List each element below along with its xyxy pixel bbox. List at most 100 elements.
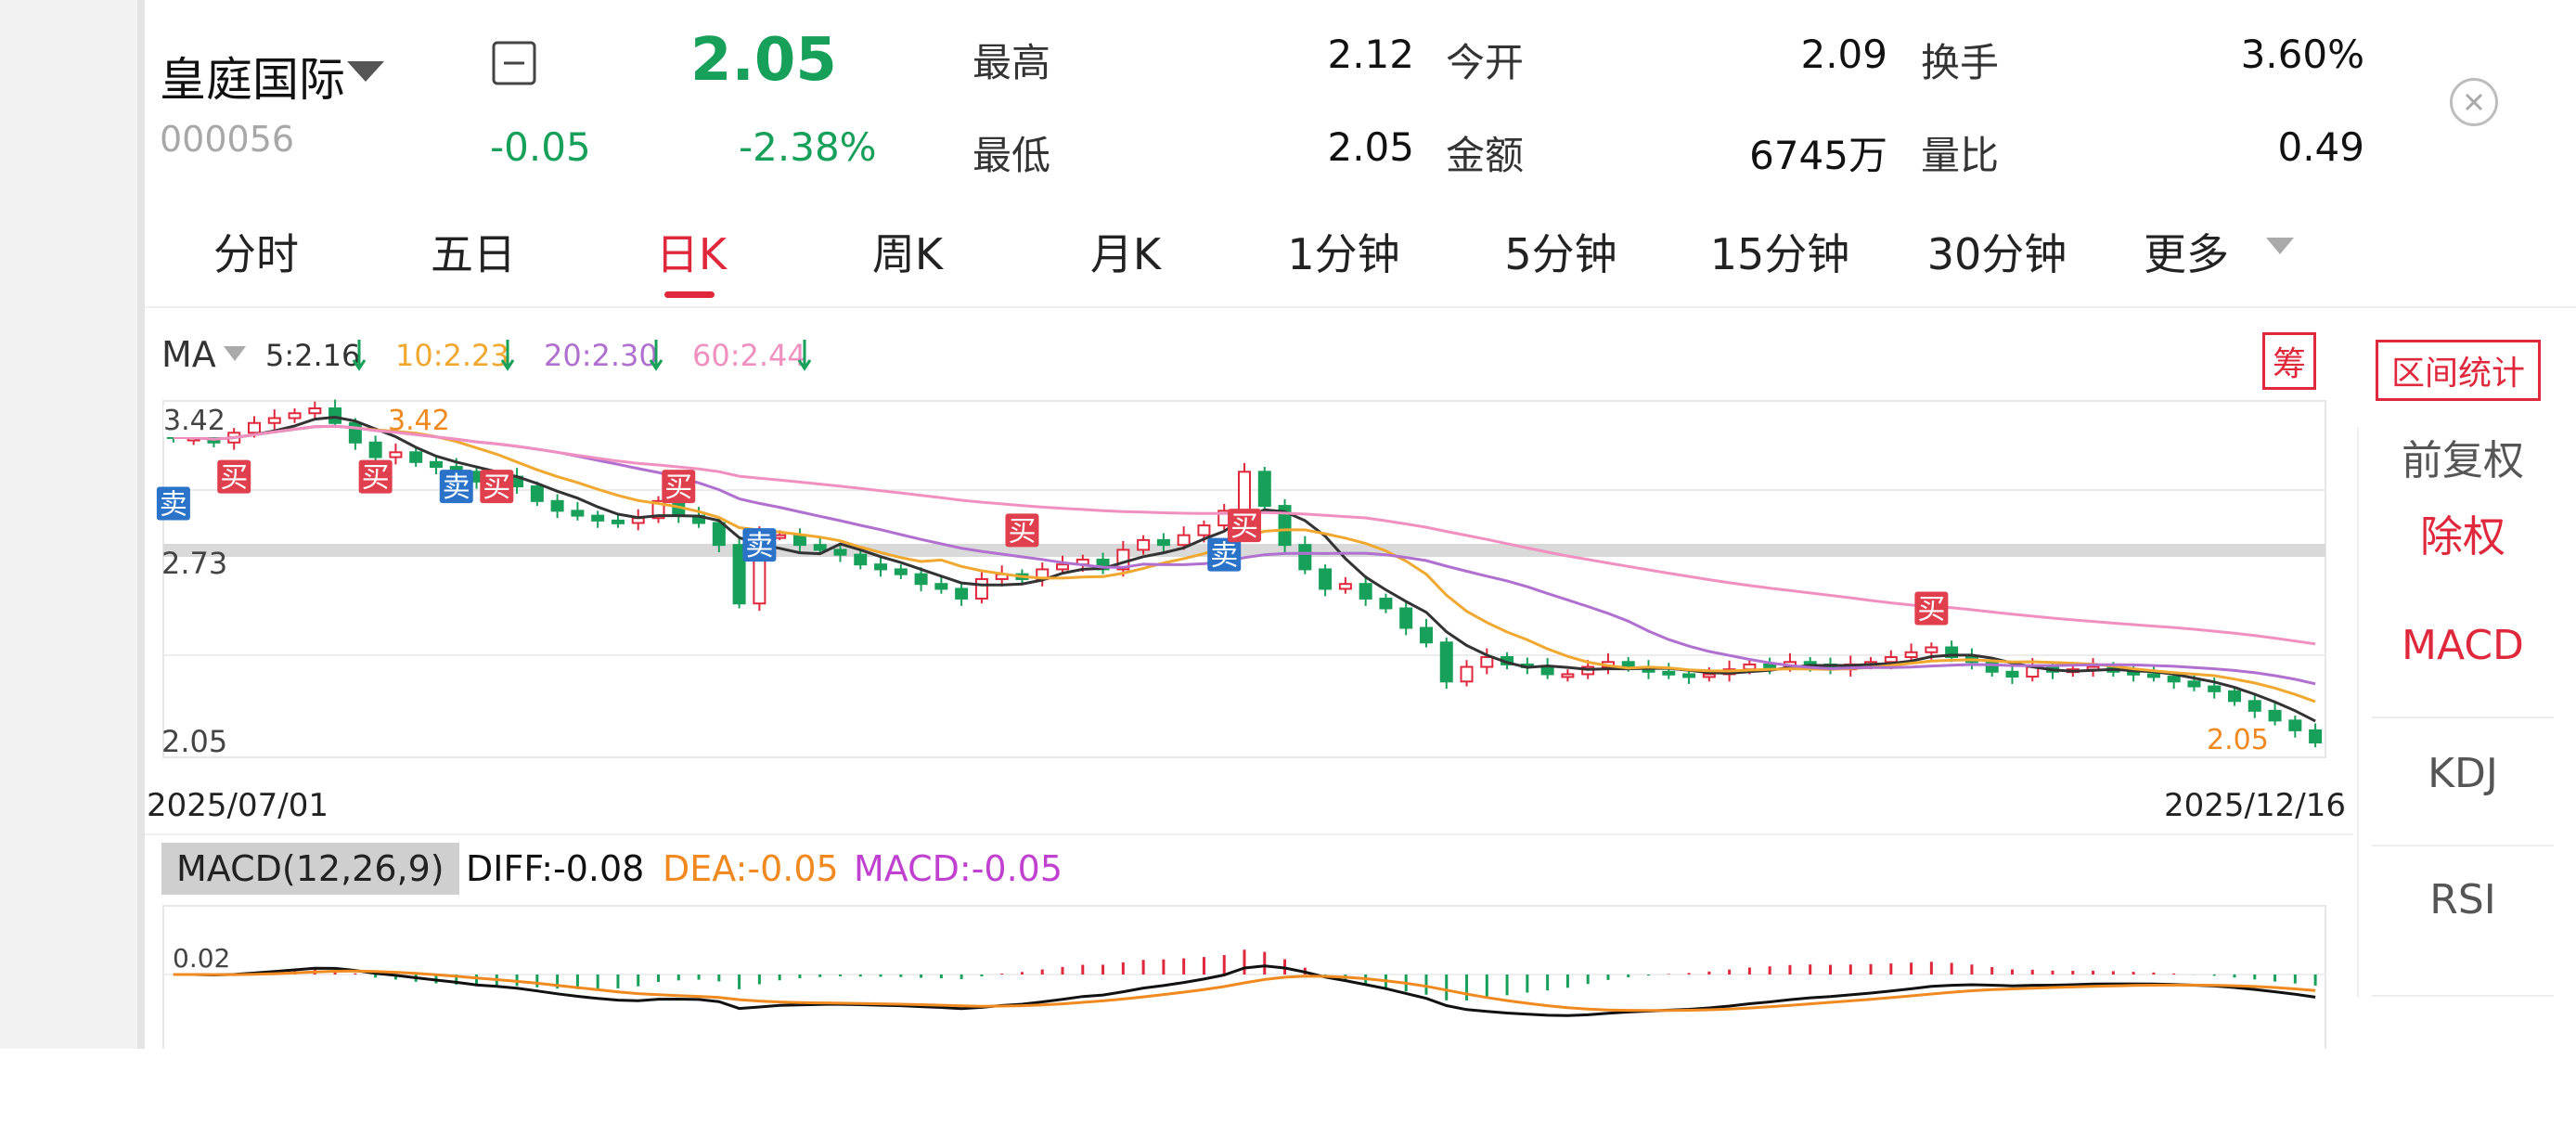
buy-signal-badge (662, 470, 696, 504)
ex-rights-option[interactable]: 除权 (2420, 511, 2505, 562)
sell-signal-badge (156, 486, 190, 521)
chip-distribution-button[interactable]: 筹 (2262, 332, 2317, 390)
divider (145, 306, 2576, 308)
indicator-panel: 前复权 除权 MACD KDJ RSI (2357, 427, 2567, 998)
open-value: 2.09 (1800, 32, 1887, 77)
candlestick-chart[interactable]: 卖买买买卖 买买卖 卖买买 (145, 371, 2353, 835)
candle-body (1278, 505, 1292, 547)
buy-signal-label: 买 (1230, 510, 1258, 543)
candle-body (1238, 471, 1251, 512)
candle-body (894, 568, 908, 575)
turnover-label: 换手 (1921, 40, 2000, 85)
vol-ratio-value: 0.49 (2277, 124, 2364, 170)
macd-frame (162, 905, 2326, 1049)
collapse-icon[interactable] (492, 41, 536, 85)
price-change: -0.05 (490, 124, 591, 170)
candle-body (530, 485, 544, 502)
candle-body (550, 499, 564, 512)
more-chevron-icon[interactable] (2264, 236, 2296, 256)
buy-signal-label: 买 (1008, 515, 1036, 548)
tab-5min[interactable]: 5分钟 (1504, 229, 1617, 279)
macd-param-tag[interactable]: MACD(12,26,9) (161, 843, 459, 895)
candle-body (2167, 676, 2181, 683)
background-panel (0, 0, 141, 1049)
tab-five-day[interactable]: 五日 (431, 229, 516, 279)
macd-axis-label: 0.02 (173, 943, 231, 974)
stock-name[interactable]: 皇庭国际 (160, 53, 345, 107)
low-value: 2.05 (1327, 124, 1414, 170)
sell-signal-badge (742, 528, 777, 562)
kdj-indicator-option[interactable]: KDJ (2428, 750, 2498, 797)
candle-body (2288, 719, 2302, 731)
tab-monthly-k[interactable]: 月K (1089, 229, 1162, 279)
divider (145, 833, 2353, 835)
ma5-line (173, 415, 2316, 723)
vol-ratio-label: 量比 (1921, 133, 2000, 178)
macd-chart[interactable] (145, 891, 2353, 1049)
divider (2372, 845, 2554, 846)
price-change-pct: -2.38% (739, 124, 877, 170)
macd-diff-value: DIFF:-0.08 (466, 848, 645, 889)
date-start: 2025/07/01 (147, 787, 328, 824)
tab-intraday[interactable]: 分时 (213, 229, 299, 279)
turnover-value: 3.60% (2240, 32, 2364, 77)
buy-signal-label: 买 (1917, 593, 1945, 626)
high-value: 2.12 (1327, 32, 1414, 77)
macd-macd-value: MACD:-0.05 (854, 848, 1063, 889)
candle-body (1257, 471, 1271, 508)
buy-signal-badge (480, 470, 514, 504)
candle-body (2268, 709, 2282, 722)
candle-body (1156, 538, 1170, 547)
macd-diff-line (173, 964, 2316, 1017)
candle-body (1359, 583, 1372, 600)
active-tab-indicator (664, 291, 715, 298)
amount-label: 金额 (1446, 133, 1525, 178)
candle-body (1319, 568, 1333, 590)
amount-value: 6745万 (1749, 133, 1887, 178)
ma-label[interactable]: MA (161, 334, 216, 375)
divider (2372, 716, 2554, 718)
ma20-down-arrow-icon (650, 340, 663, 371)
candle-body (429, 460, 443, 469)
candle-body (1480, 656, 1494, 668)
tab-30min[interactable]: 30分钟 (1926, 229, 2067, 279)
background-panel (0, 1049, 2576, 1136)
caret-down-icon[interactable] (345, 59, 386, 84)
date-end: 2025/12/16 (2164, 787, 2346, 824)
tab-weekly-k[interactable]: 周K (871, 229, 944, 279)
candle-body (792, 534, 806, 547)
candle-body (1945, 646, 1959, 659)
tab-1min[interactable]: 1分钟 (1287, 229, 1400, 279)
tab-more[interactable]: 更多 (2144, 229, 2229, 279)
ma20-value: 20:2.30 (544, 338, 658, 373)
candle-body (732, 544, 746, 605)
buy-signal-badge (1228, 509, 1261, 543)
sell-signal-badge (1207, 537, 1242, 572)
candle-body (974, 577, 988, 600)
buy-signal-label: 买 (483, 471, 510, 504)
range-stats-button[interactable]: 区间统计 (2376, 340, 2542, 401)
candle-body (1056, 563, 1070, 571)
buy-signal-label: 买 (362, 462, 390, 495)
candle-body (833, 549, 847, 556)
tab-15min[interactable]: 15分钟 (1709, 229, 1850, 279)
rsi-indicator-option[interactable]: RSI (2429, 876, 2496, 923)
candle-body (2187, 680, 2201, 688)
y-axis-label-low: 2.05 (161, 724, 228, 759)
panel-edge (137, 0, 145, 1049)
close-button[interactable] (2450, 78, 2498, 126)
sell-signal-label: 卖 (1210, 540, 1238, 573)
candle-body (591, 514, 605, 522)
sell-signal-label: 卖 (745, 530, 773, 562)
candle-body (1338, 583, 1352, 590)
candle-body (1884, 656, 1898, 664)
tab-daily-k[interactable]: 日K (655, 229, 728, 279)
candle-body (348, 421, 362, 444)
candle-body (368, 441, 382, 458)
forward-adjust-option[interactable]: 前复权 (2402, 437, 2524, 484)
macd-indicator-option[interactable]: MACD (2402, 622, 2524, 669)
ma-dropdown-icon[interactable] (223, 345, 247, 362)
candle-body (2146, 673, 2160, 678)
ma60-value: 60:2.44 (692, 338, 806, 373)
candle-body (1702, 673, 1716, 678)
